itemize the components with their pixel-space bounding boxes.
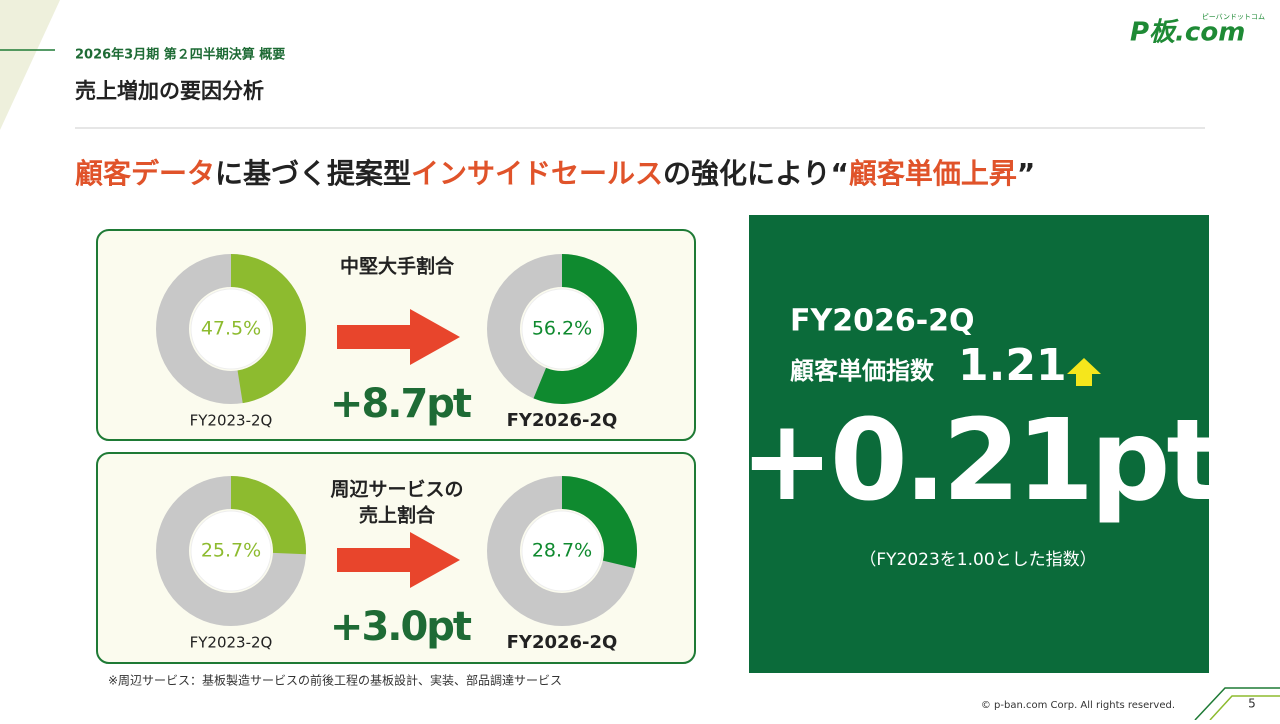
headline-text: の強化により“ [663,157,849,190]
panel-change: +8.7pt [330,381,472,427]
donut-hole [190,288,272,370]
panel-change: +3.0pt [330,604,472,650]
period: 2026年3月期 第２四半期決算 概要 [75,47,285,63]
panel-title: 売上割合 [359,504,436,527]
panel-title: 中堅大手割合 [340,255,455,278]
footnote: ※周辺サービス：基板製造サービスの前後工程の基板設計、実装、部品調達サービス [108,673,562,688]
panel-title: 周辺サービスの [330,479,463,501]
donut-hole [190,510,272,592]
headline-accent: インサイドセールス [411,157,663,190]
donut-label: FY2026-2Q [507,632,618,653]
highlight-index: 1.21 [958,340,1067,391]
highlight-change: +0.21pt [740,396,1217,526]
donut-slice [561,476,637,569]
copyright: © p-ban.com Corp. All rights reserved. [981,700,1175,711]
highlight-box [749,215,1209,673]
arrow [337,532,460,588]
up-arrow [1067,358,1101,386]
page-title: 売上増加の要因分析 [75,79,264,103]
donut-slice [533,254,637,404]
donut-value-label: 25.7% [201,540,261,562]
headline-accent: 顧客単価上昇 [849,157,1017,190]
headline-accent: 顧客データ [75,157,215,190]
donut-hole [521,288,603,370]
donut-value-label: 56.2% [532,318,592,340]
highlight-metric: 顧客単価指数 [790,357,935,385]
donut-slice [230,476,306,555]
donut-label: FY2026-2Q [507,410,618,431]
page-number: 5 [1248,697,1256,711]
logo-kana: ピーバンドットコム [1202,13,1265,21]
donut-label: FY2023-2Q [190,634,273,652]
donut-slice [230,254,306,404]
arrow [337,309,460,365]
headline-text: ” [1017,157,1035,190]
donut-value-label: 28.7% [532,540,592,562]
decoration [0,0,60,130]
headline: 顧客データに基づく提案型インサイドセールスの強化により“顧客単価上昇” [75,157,1035,190]
donut-label: FY2023-2Q [190,412,273,430]
headline-text: に基づく提案型 [215,157,411,190]
donut-value-label: 47.5% [201,318,261,340]
decoration [1194,687,1280,721]
highlight-period: FY2026-2Q [790,304,975,339]
logo: P板.com [1130,18,1245,48]
donut-hole [521,510,603,592]
decoration [1209,695,1280,721]
highlight-note: （FY2023を1.00とした指数） [859,550,1096,570]
